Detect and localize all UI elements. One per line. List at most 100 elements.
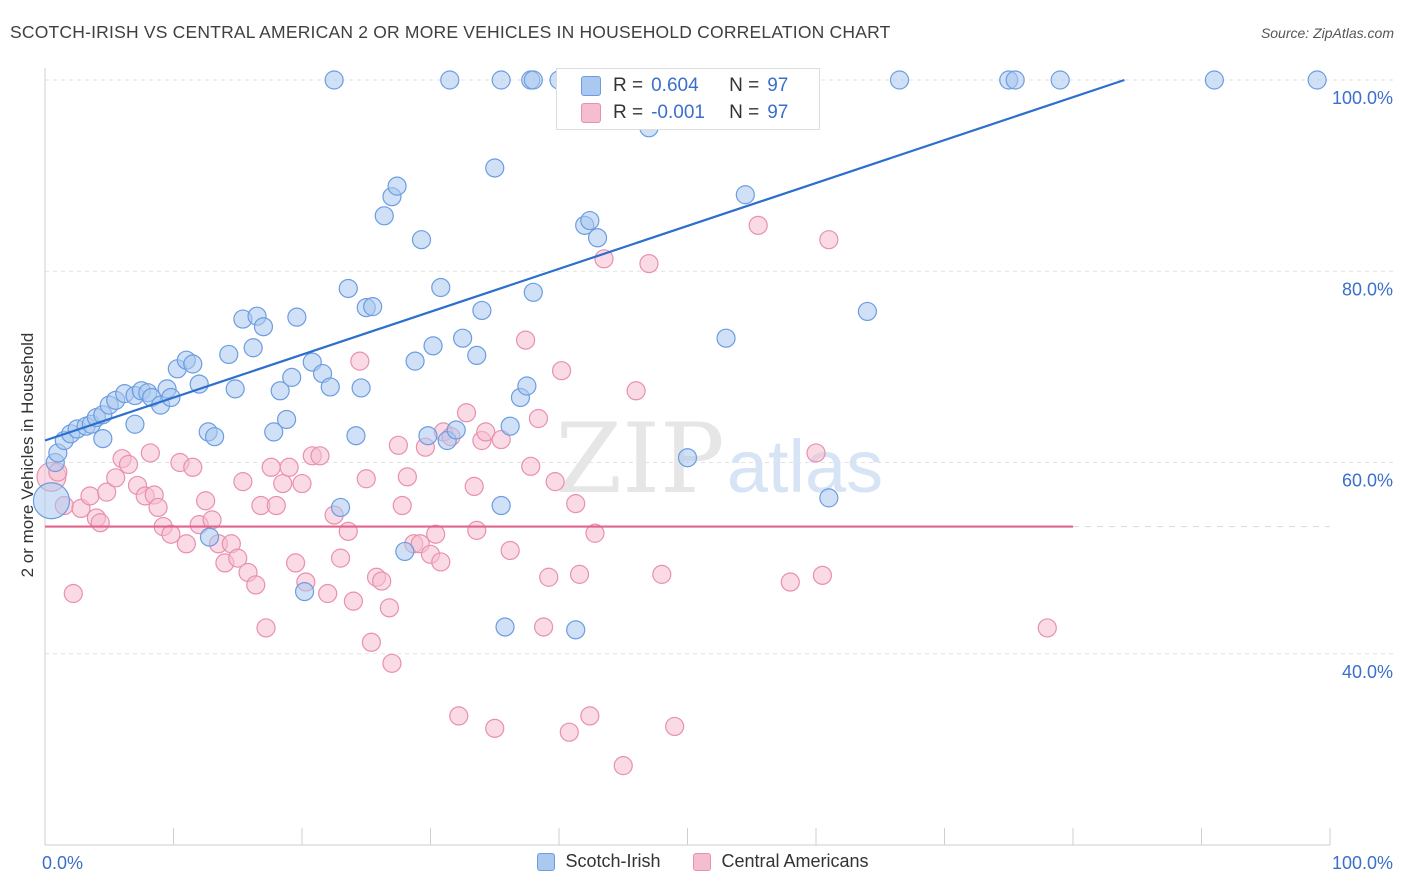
data-point xyxy=(392,495,412,516)
data-point xyxy=(225,379,245,399)
data-point xyxy=(285,553,306,573)
data-point xyxy=(464,476,484,497)
data-point xyxy=(379,598,399,618)
data-point xyxy=(351,378,371,398)
data-point xyxy=(780,572,800,592)
data-point xyxy=(93,428,113,449)
data-point xyxy=(1307,70,1327,90)
data-point xyxy=(279,457,299,477)
data-point xyxy=(523,70,543,90)
data-point xyxy=(1005,70,1025,90)
data-point xyxy=(467,345,487,365)
data-point xyxy=(1037,618,1057,638)
data-point xyxy=(356,469,376,489)
data-point xyxy=(395,541,415,562)
x-tick-label-max: 100.0% xyxy=(1332,853,1393,873)
data-point xyxy=(449,706,469,726)
data-point xyxy=(819,230,839,250)
data-point xyxy=(613,756,633,776)
data-point xyxy=(585,523,605,543)
data-point xyxy=(545,472,565,492)
r-label: R = xyxy=(613,75,644,96)
data-point xyxy=(426,524,446,544)
data-point xyxy=(343,591,363,611)
data-point xyxy=(310,446,330,466)
data-point xyxy=(485,718,505,738)
data-point xyxy=(338,278,358,299)
data-point xyxy=(228,548,248,568)
data-point xyxy=(148,497,168,518)
data-point xyxy=(273,473,293,494)
y-tick-labels: 40.0% 60.0% 80.0% 100.0% xyxy=(1332,88,1393,682)
data-point xyxy=(382,653,402,673)
data-point xyxy=(521,456,541,476)
data-point xyxy=(423,336,443,356)
data-point xyxy=(292,473,312,494)
data-point xyxy=(287,307,307,327)
data-point xyxy=(324,70,344,90)
data-point xyxy=(491,495,511,516)
n-label: N = xyxy=(729,102,760,123)
data-point xyxy=(431,277,451,298)
data-point xyxy=(528,408,549,429)
legend-swatch-scotch xyxy=(537,852,556,871)
data-point xyxy=(467,520,487,540)
data-point xyxy=(125,414,145,434)
data-point xyxy=(270,381,290,401)
y-tick-label: 40.0% xyxy=(1342,662,1393,682)
data-point xyxy=(233,472,253,492)
legend-label-scotch: Scotch-Irish xyxy=(565,851,661,871)
data-point xyxy=(491,70,511,90)
legend-item-scotch[interactable]: Scotch-Irish xyxy=(537,851,660,872)
data-point xyxy=(569,564,590,584)
data-point xyxy=(318,583,338,604)
data-point xyxy=(330,497,351,518)
chart-title: SCOTCH-IRISH VS CENTRAL AMERICAN 2 OR MO… xyxy=(10,22,891,42)
stats-legend: R = 0.604 N = 97 R = -0.001 N = 97 xyxy=(556,68,820,130)
data-point xyxy=(500,540,520,561)
data-point xyxy=(500,416,520,436)
data-point xyxy=(559,722,579,742)
data-point xyxy=(397,467,417,487)
data-point xyxy=(264,422,284,442)
data-point xyxy=(716,328,736,348)
data-point xyxy=(294,581,315,602)
data-point xyxy=(456,403,477,423)
data-point xyxy=(176,534,196,554)
data-point xyxy=(639,254,659,274)
bottom-legend: Scotch-Irish Central Americans xyxy=(0,851,1406,876)
data-point xyxy=(652,564,672,584)
central-n-value: 97 xyxy=(767,102,789,123)
data-point xyxy=(735,185,755,205)
data-point xyxy=(63,583,83,604)
data-point xyxy=(282,367,302,387)
data-point xyxy=(276,409,297,430)
data-point xyxy=(533,617,554,637)
data-point xyxy=(551,361,572,381)
data-point xyxy=(472,300,492,321)
data-point xyxy=(440,70,460,90)
x-tick-label-min: 0.0% xyxy=(42,853,83,873)
data-point xyxy=(387,176,407,196)
data-point xyxy=(517,376,537,396)
legend-item-central[interactable]: Central Americans xyxy=(693,851,869,872)
data-point xyxy=(183,354,203,374)
y-tick-label: 100.0% xyxy=(1332,88,1393,108)
data-point xyxy=(261,457,281,477)
data-point xyxy=(446,420,466,440)
data-point xyxy=(32,482,71,520)
data-point xyxy=(523,282,543,302)
central-swatch xyxy=(581,103,601,123)
central-r-value: -0.001 xyxy=(651,102,705,123)
data-point xyxy=(819,488,839,508)
data-point xyxy=(219,344,239,365)
data-point xyxy=(539,567,559,587)
scotch-n-value: 97 xyxy=(767,75,789,96)
y-axis-title: 2 or more Vehicles in Household xyxy=(18,332,37,578)
data-point xyxy=(266,495,286,516)
scotch-r-value: 0.604 xyxy=(651,75,699,96)
data-point xyxy=(857,301,878,322)
data-point xyxy=(97,482,117,502)
data-point xyxy=(388,435,408,455)
data-point xyxy=(196,491,216,511)
